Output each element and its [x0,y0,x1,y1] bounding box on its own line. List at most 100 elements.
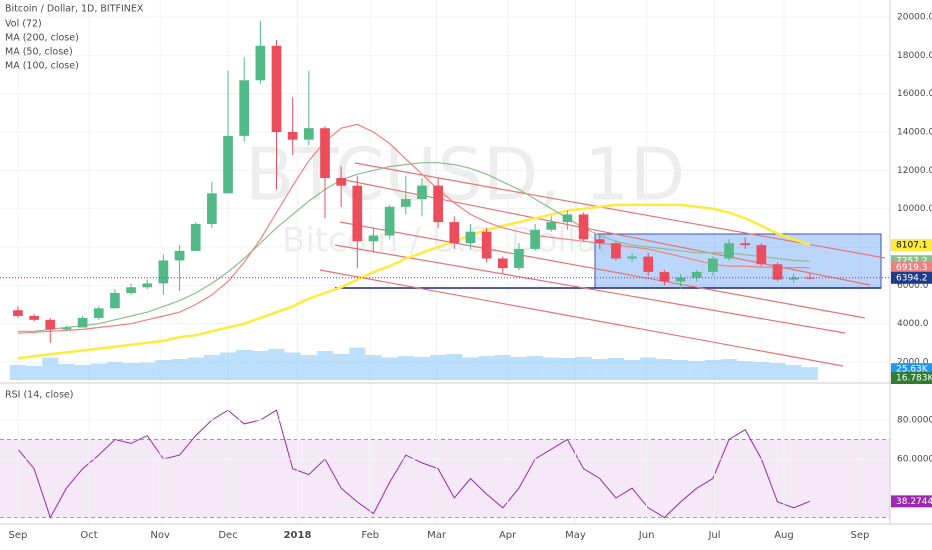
y-tick-label: 6000.0 [897,281,929,291]
y-tick-label: 2000.0 [897,357,929,367]
volume-bar [365,355,382,380]
ma-last-value-bg [891,261,932,274]
candle-body [772,264,783,280]
channel-line [339,221,866,319]
range-box [594,233,882,289]
candle-body [126,287,136,294]
volume-bar [413,357,431,380]
volume-bar [219,352,237,380]
candle-body [239,80,250,136]
candle-body [61,327,72,330]
last-price-bg [891,271,932,284]
ma-line [17,203,811,360]
indicator-label: MA (100, close) [5,61,79,72]
channel-line [354,162,886,259]
candle-body [255,45,266,81]
y-tick-label: 16000.0 [897,89,932,99]
volume-bar [720,359,738,380]
volume-bar [591,359,608,380]
volume-bar [90,363,107,380]
candle-body [530,229,540,249]
x-tick-label: May [565,530,586,541]
volume-bar [737,361,754,380]
candles [0,20,890,343]
volume-ma-last-value: 16.783K [896,374,932,384]
volume-bar [122,363,140,380]
candle-body [546,222,557,230]
candle-body [320,128,330,179]
volume-bar [575,357,592,380]
volume-bar [527,356,544,380]
last-price: 6394.2 [896,273,928,283]
x-tick-label: Jul [707,530,720,541]
volume-bar [106,362,123,380]
candle-body [804,277,815,279]
x-tick-label: Sep [9,530,28,541]
candle-body [675,277,686,282]
candle-body [29,315,39,320]
ma-line [17,162,810,332]
candle-body [207,193,217,225]
x-tick-label: 2018 [284,530,312,541]
candle-body [788,277,799,280]
volume-bar [494,355,511,380]
volume-bar [9,365,27,380]
x-tick-label: Jun [638,530,655,541]
candle-body [481,231,492,259]
ma-last-value-bg [891,238,932,251]
indicator-label: Vol (72) [5,19,42,30]
volume-bar [446,354,463,380]
x-tick-label: Nov [150,530,170,541]
candle-body [93,308,104,318]
volume-bar [284,352,301,380]
candle-body [417,185,427,200]
candle-body [158,260,169,284]
y-tick-label: 14000.0 [897,128,932,138]
volume-bar [801,367,818,380]
watermark: BTCUSD, 1D Bitcoin / U.S. Dollar [245,133,685,261]
rsi-tick-label: 60.0000 [897,454,932,464]
candle-body [514,248,524,269]
candle-body [400,199,411,207]
volume-bar [688,361,705,380]
volume-bar [623,360,641,380]
volume-bar [139,362,156,380]
volume-bar [430,355,447,380]
y-tick-label: 4000.0 [897,319,929,329]
candle-body [110,293,120,309]
x-tick-label: Dec [218,530,237,541]
volume-bar [42,357,59,380]
x-tick-label: Apr [499,530,517,541]
volume-bar [462,357,479,380]
candle-body [708,258,718,272]
volume-bar [236,350,253,380]
candle-body [271,45,282,133]
candle-body [465,231,476,244]
volume-bar [672,360,689,380]
volume-bar [753,362,770,380]
rsi-last-value: 38.2744 [896,497,932,507]
candle-body [174,250,185,261]
volume-bar [543,357,560,380]
ma-last-value: 6919.3 [896,263,928,273]
volume-bar [656,359,673,380]
candle-body [562,214,573,223]
ma-last-value: 8107.1 [896,240,928,250]
volume-bar [252,351,269,380]
candle-body [627,256,637,259]
drawings [319,162,886,367]
y-tick-label: 20000.0 [897,13,932,23]
volume-bar [171,359,188,380]
channel-line [319,269,844,367]
volume-bar [510,357,528,380]
candle-body [449,222,460,244]
volume-bar [187,357,204,380]
rsi-band [0,439,890,518]
indicator-label: MA (50, close) [5,47,73,58]
candle-body [13,310,23,316]
channel-line [334,244,846,334]
candle-body [287,132,298,140]
candle-body [497,258,508,269]
candle-body [578,214,589,240]
